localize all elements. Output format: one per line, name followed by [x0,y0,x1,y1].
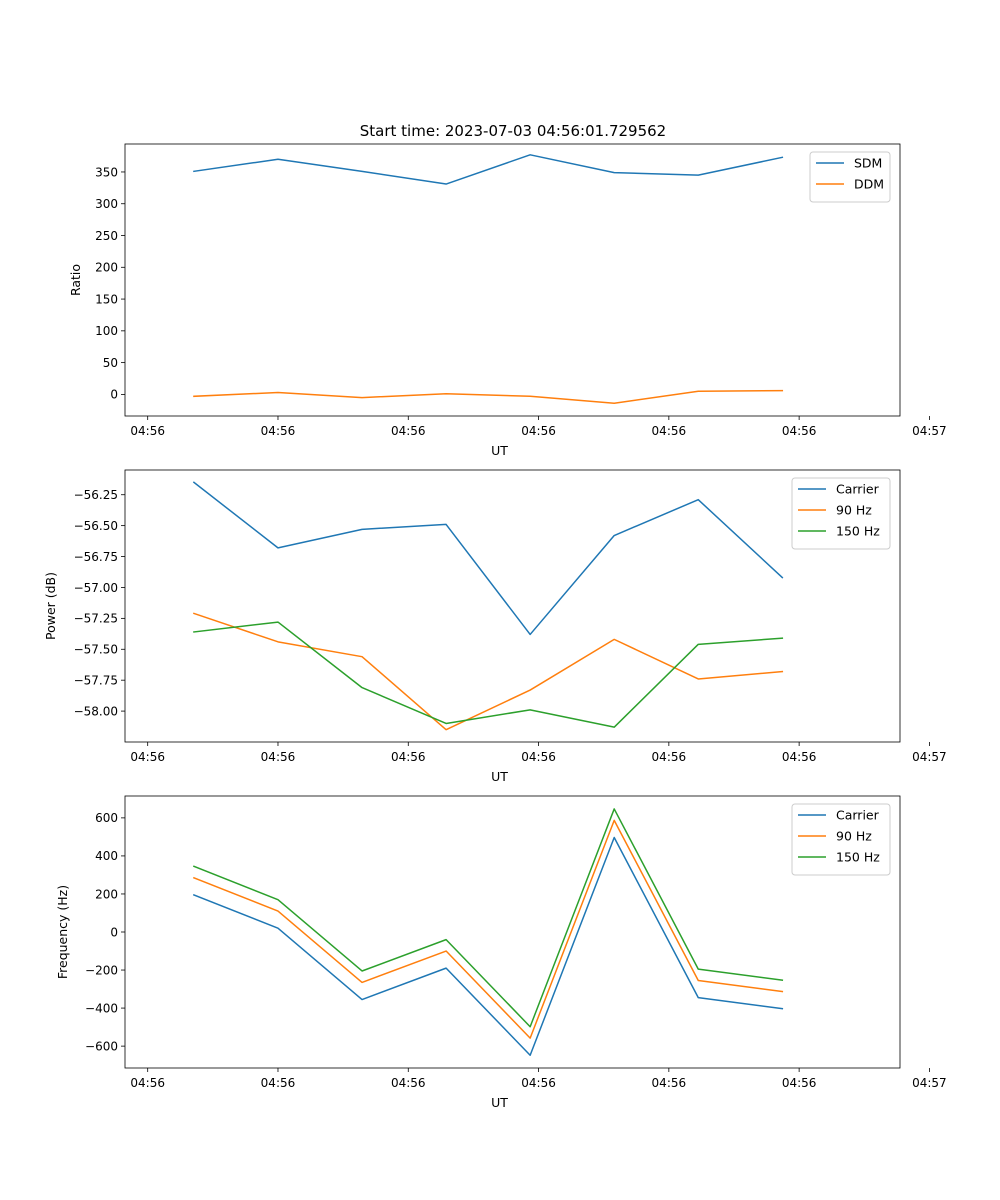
x-tick-label: 04:56 [521,424,556,438]
legend-label: 90 Hz [836,829,872,844]
y-tick-label: −57.00 [74,581,118,595]
y-tick-label: 150 [95,292,118,306]
x-tick-label: 04:56 [782,750,817,764]
series-line-carrier [192,481,784,636]
axes-frame [124,469,901,743]
legend: SDM DDM [809,151,891,203]
y-tick-label: −200 [85,963,118,977]
y-tick-label: −57.75 [74,673,118,687]
series-line-ddm [193,389,784,405]
subplots: 04:56 04:56 04:56 04:56 04:56 04:56 04:57 0 50 10… [43,143,947,1110]
x-tick-label: 04:56 [261,424,296,438]
legend-label: DDM [854,177,884,192]
y-tick-label: 0 [110,925,118,939]
x-tick-label: 04:56 [130,750,165,764]
x-tick-label: 04:57 [912,750,947,764]
series-line-90-hz [192,819,784,1039]
y-tick-label: 400 [95,849,118,863]
x-tick-label: 04:57 [912,1076,947,1090]
y-tick-label: −600 [85,1039,118,1053]
x-tick-label: 04:56 [391,424,426,438]
legend-label: 150 Hz [836,850,880,865]
figure-title: Start time: 2023-07-03 04:56:01.729562 [360,122,666,140]
legend: Carrier 90 Hz 150 Hz [791,477,891,550]
y-tick-label: 100 [95,324,118,338]
y-tick-label: 250 [95,229,118,243]
y-axis-label: Frequency (Hz) [55,885,70,979]
x-tick-label: 04:56 [652,1076,687,1090]
y-axis-label: Ratio [68,264,83,296]
x-tick-label: 04:56 [652,750,687,764]
x-tick-label: 04:56 [391,1076,426,1090]
legend-label: SDM [854,156,882,171]
x-axis-label: UT [491,443,508,458]
legend-box [809,151,891,203]
subplot-2: 04:56 04:56 04:56 04:56 04:56 04:56 04:57 −58.0… [43,469,947,784]
subplot-1: 04:56 04:56 04:56 04:56 04:56 04:56 04:57 0 50 10… [68,143,947,458]
x-tick-label: 04:56 [130,1076,165,1090]
x-tick-label: 04:56 [521,1076,556,1090]
axes-frame [124,143,901,417]
y-tick-label: −56.50 [74,519,118,533]
y-tick-label: −58.00 [74,704,118,718]
y-tick-label: −57.25 [74,612,118,626]
y-tick-label: 0 [110,388,118,402]
x-tick-label: 04:56 [652,424,687,438]
y-tick-label: −56.25 [74,488,118,502]
series-line-150-hz [192,808,784,1028]
legend-label: 150 Hz [836,524,880,539]
x-axis-label: UT [491,769,508,784]
series-line-carrier [192,836,784,1057]
y-tick-label: 300 [95,197,118,211]
x-tick-label: 04:56 [521,750,556,764]
axes-frame [124,795,901,1069]
series-line-150-hz [193,621,784,728]
y-axis-label: Power (dB) [43,572,58,640]
y-tick-label: 600 [95,811,118,825]
y-tick-label: 50 [103,356,118,370]
series-line-sdm [193,154,784,185]
y-tick-label: 200 [95,887,118,901]
subplot-3: 04:56 04:56 04:56 04:56 04:56 04:56 04:57 −600 −… [55,795,947,1110]
y-tick-label: −57.50 [74,643,118,657]
y-tick-label: −56.75 [74,550,118,564]
legend-label: 90 Hz [836,503,872,518]
legend: Carrier 90 Hz 150 Hz [791,803,891,876]
x-tick-label: 04:56 [261,750,296,764]
x-tick-label: 04:57 [912,424,947,438]
x-tick-label: 04:56 [391,750,426,764]
legend-label: Carrier [836,482,880,497]
x-axis-label: UT [491,1095,508,1110]
x-tick-label: 04:56 [130,424,165,438]
y-tick-label: 350 [95,165,118,179]
series-line-90-hz [192,612,784,731]
x-tick-label: 04:56 [261,1076,296,1090]
legend-label: Carrier [836,808,880,823]
y-tick-label: −400 [85,1001,118,1015]
x-tick-label: 04:56 [782,424,817,438]
x-tick-label: 04:56 [782,1076,817,1090]
y-tick-label: 200 [95,261,118,275]
